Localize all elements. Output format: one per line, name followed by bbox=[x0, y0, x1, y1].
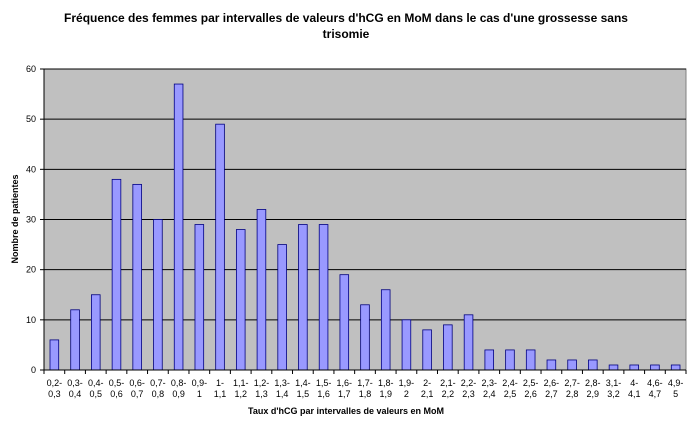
bar bbox=[49, 339, 60, 371]
bars bbox=[49, 83, 681, 371]
y-tick-labels: 0 10 20 30 40 50 60 bbox=[26, 64, 36, 375]
y-tick-label: 0 bbox=[31, 365, 36, 375]
chart-title-line-2: trisomie bbox=[323, 27, 370, 41]
x-tick-label: 0,6-0,7 bbox=[129, 378, 145, 399]
x-tick-label: 1,1-1,2 bbox=[233, 378, 249, 399]
axes bbox=[40, 68, 687, 374]
bar bbox=[401, 319, 412, 371]
bar bbox=[484, 349, 495, 371]
bar bbox=[360, 304, 370, 371]
bar bbox=[256, 209, 267, 371]
x-tick-label: 0,8-0,9 bbox=[171, 378, 187, 399]
x-tick-label: 1-1,1 bbox=[214, 378, 227, 399]
y-tick-label: 60 bbox=[26, 64, 36, 74]
x-tick-label: 2,7-2,8 bbox=[564, 378, 580, 399]
bar bbox=[650, 364, 660, 371]
x-tick-label: 1,2-1,3 bbox=[254, 378, 270, 399]
x-tick-label: 2,3-2,4 bbox=[482, 378, 498, 399]
bar bbox=[629, 364, 639, 371]
bar bbox=[608, 364, 619, 371]
x-tick-label: 0,4-0,5 bbox=[88, 378, 104, 399]
y-tick-label: 50 bbox=[26, 114, 36, 124]
x-tick-label: 2,2-2,3 bbox=[461, 378, 477, 399]
x-tick-label: 1,9-2 bbox=[399, 378, 415, 399]
x-tick-label: 0,3-0,4 bbox=[67, 378, 83, 399]
bar bbox=[70, 309, 80, 371]
x-tick-label: 2,6-2,7 bbox=[544, 378, 560, 399]
bar bbox=[91, 294, 101, 371]
bar bbox=[670, 364, 681, 371]
bar bbox=[215, 123, 225, 371]
bar bbox=[339, 274, 350, 371]
chart-title-line-1: Fréquence des femmes par intervalles de … bbox=[64, 11, 628, 25]
x-tick-label: 4-4,1 bbox=[628, 378, 641, 399]
gridlines bbox=[44, 68, 686, 321]
x-tick-label: 4,6-4,7 bbox=[647, 378, 663, 399]
x-tick-label: 0,7-0,8 bbox=[150, 378, 166, 399]
y-tick-label: 40 bbox=[26, 164, 36, 174]
x-tick-label: 0,2-0,3 bbox=[47, 378, 63, 399]
x-tick-label: 0,9-1 bbox=[192, 378, 208, 399]
bar bbox=[173, 83, 184, 371]
bar bbox=[132, 183, 142, 371]
y-tick-label: 10 bbox=[26, 315, 36, 325]
bar bbox=[567, 359, 577, 371]
y-tick-label: 30 bbox=[26, 215, 36, 225]
x-tick-label: 3,1-3,2 bbox=[606, 378, 622, 399]
bar bbox=[443, 324, 453, 371]
bar bbox=[380, 289, 391, 371]
bar bbox=[546, 359, 557, 371]
bar bbox=[235, 229, 246, 371]
x-tick-label: 1,5-1,6 bbox=[316, 378, 332, 399]
bar bbox=[298, 224, 308, 371]
bar bbox=[194, 224, 205, 371]
bar bbox=[277, 244, 287, 371]
x-tick-label: 2-2,1 bbox=[421, 378, 434, 399]
bar bbox=[505, 349, 515, 371]
x-tick-label: 2,5-2,6 bbox=[523, 378, 539, 399]
x-tick-label: 1,7-1,8 bbox=[357, 378, 373, 399]
bar bbox=[318, 224, 329, 371]
bar bbox=[463, 314, 474, 371]
x-tick-label: 1,6-1,7 bbox=[337, 378, 353, 399]
x-axis-title: Taux d'hCG par intervalles de valeurs en… bbox=[248, 406, 444, 416]
x-tick-label: 1,4-1,5 bbox=[295, 378, 311, 399]
bar bbox=[111, 178, 122, 371]
x-tick-label: 1,8-1,9 bbox=[378, 378, 394, 399]
y-tick-label: 20 bbox=[26, 265, 36, 275]
x-tick-label: 2,1-2,2 bbox=[440, 378, 456, 399]
y-axis-title: Nombre de patientes bbox=[10, 174, 20, 263]
bar bbox=[588, 359, 598, 371]
x-tick-label: 0,5-0,6 bbox=[109, 378, 125, 399]
x-tick-label: 2,4-2,5 bbox=[502, 378, 518, 399]
bar bbox=[153, 219, 163, 371]
bar bbox=[422, 329, 432, 371]
x-tick-label: 1,3-1,4 bbox=[274, 378, 290, 399]
x-tick-label: 4,9-5 bbox=[668, 378, 684, 399]
x-tick-labels: 0,2-0,30,3-0,4 0,4-0,5 0,5-0,60,6-0,7 0,7-0… bbox=[47, 378, 684, 399]
x-tick-label: 2,8-2,9 bbox=[585, 378, 601, 399]
bar bbox=[525, 349, 536, 371]
